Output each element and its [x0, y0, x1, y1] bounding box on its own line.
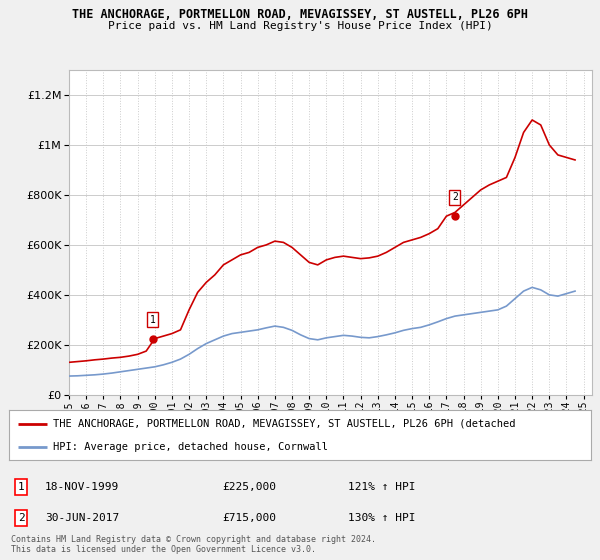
- Text: THE ANCHORAGE, PORTMELLON ROAD, MEVAGISSEY, ST AUSTELL, PL26 6PH: THE ANCHORAGE, PORTMELLON ROAD, MEVAGISS…: [72, 8, 528, 21]
- Text: 1: 1: [17, 482, 25, 492]
- Text: Contains HM Land Registry data © Crown copyright and database right 2024.
This d: Contains HM Land Registry data © Crown c…: [11, 535, 376, 554]
- Text: THE ANCHORAGE, PORTMELLON ROAD, MEVAGISSEY, ST AUSTELL, PL26 6PH (detached: THE ANCHORAGE, PORTMELLON ROAD, MEVAGISS…: [53, 418, 515, 428]
- Text: Price paid vs. HM Land Registry's House Price Index (HPI): Price paid vs. HM Land Registry's House …: [107, 21, 493, 31]
- Text: £715,000: £715,000: [222, 513, 276, 523]
- Text: 2: 2: [17, 513, 25, 523]
- Text: 18-NOV-1999: 18-NOV-1999: [45, 482, 119, 492]
- Text: HPI: Average price, detached house, Cornwall: HPI: Average price, detached house, Corn…: [53, 442, 328, 452]
- Text: 1: 1: [150, 315, 155, 325]
- Text: 2: 2: [452, 193, 458, 202]
- Text: 30-JUN-2017: 30-JUN-2017: [45, 513, 119, 523]
- Text: 130% ↑ HPI: 130% ↑ HPI: [348, 513, 415, 523]
- Text: £225,000: £225,000: [222, 482, 276, 492]
- Text: 121% ↑ HPI: 121% ↑ HPI: [348, 482, 415, 492]
